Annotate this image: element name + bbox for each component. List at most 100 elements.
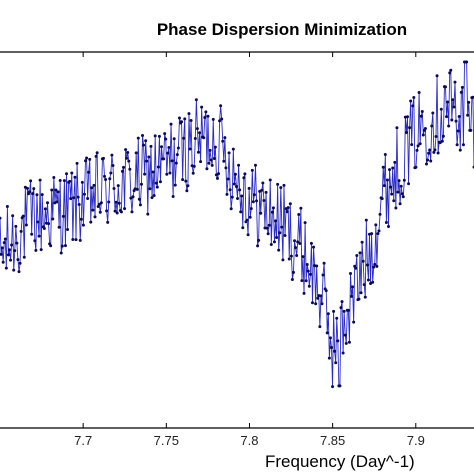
series-group (0, 60, 474, 389)
data-point (234, 185, 238, 189)
data-point (66, 227, 70, 231)
data-point (392, 199, 396, 203)
data-point (177, 116, 181, 120)
data-point (25, 186, 29, 190)
data-point (72, 196, 76, 200)
data-point (119, 210, 123, 214)
data-point (109, 171, 113, 175)
data-point (0, 216, 2, 220)
data-point (285, 210, 289, 214)
data-point (122, 165, 126, 169)
x-tick-label: 7.9 (407, 433, 425, 448)
data-point (77, 203, 81, 207)
data-point (38, 178, 42, 182)
data-point (5, 204, 9, 208)
x-tick-label: 7.7 (74, 433, 92, 448)
data-point (375, 264, 379, 268)
data-point (441, 134, 445, 138)
data-point (436, 151, 440, 155)
data-point (163, 132, 167, 136)
data-point (346, 308, 350, 312)
data-point (55, 200, 59, 204)
data-point (388, 168, 392, 172)
data-point (454, 119, 458, 123)
data-point (449, 68, 453, 72)
data-point (469, 128, 473, 132)
data-point (289, 254, 293, 258)
data-point (348, 272, 352, 276)
data-point (440, 139, 444, 143)
data-point (134, 151, 138, 155)
data-point (352, 320, 356, 324)
data-point (391, 166, 395, 170)
data-point (208, 148, 212, 152)
data-point (296, 240, 300, 244)
data-point (267, 223, 271, 227)
data-point (116, 184, 120, 188)
data-point (114, 200, 118, 204)
data-point (432, 150, 436, 154)
data-point (17, 270, 21, 274)
data-point (22, 255, 26, 259)
data-point (130, 210, 134, 214)
data-point (248, 215, 252, 219)
data-point (426, 158, 430, 162)
data-point (376, 232, 380, 236)
x-axis-label: Frequency (Day^-1) (265, 452, 415, 471)
data-point (176, 146, 180, 150)
data-point (252, 193, 256, 197)
data-point (150, 196, 154, 200)
data-point (87, 170, 91, 174)
data-point (230, 195, 234, 199)
data-point (318, 325, 322, 329)
data-point (324, 289, 328, 293)
data-point (428, 148, 432, 152)
data-point (40, 193, 44, 197)
data-point (451, 98, 455, 102)
data-point (398, 202, 402, 206)
data-point (192, 164, 196, 168)
data-point (310, 301, 314, 305)
data-point (82, 192, 86, 196)
data-point (203, 116, 207, 120)
data-point (54, 188, 58, 192)
data-point (224, 166, 228, 170)
data-point (377, 229, 381, 233)
data-point (280, 225, 284, 229)
data-point (209, 158, 213, 162)
data-point (360, 240, 364, 244)
data-point (456, 129, 460, 133)
data-point (236, 197, 240, 201)
data-point (467, 100, 471, 104)
data-point (12, 268, 16, 272)
data-point (174, 161, 178, 165)
data-point (329, 345, 333, 349)
data-point (400, 192, 404, 196)
data-point (257, 238, 261, 242)
data-point (15, 241, 19, 245)
data-point (30, 232, 34, 236)
data-point (277, 248, 281, 252)
data-point (153, 134, 157, 138)
data-point (0, 246, 4, 250)
series-line (0, 61, 474, 387)
data-point (69, 197, 73, 201)
data-point (120, 169, 124, 173)
data-point (170, 159, 174, 163)
data-point (142, 143, 146, 147)
data-point (255, 199, 259, 203)
data-point (394, 206, 398, 210)
data-point (18, 261, 22, 265)
data-point (231, 147, 235, 151)
data-point (157, 134, 161, 138)
data-point (215, 176, 219, 180)
data-point (409, 99, 413, 103)
x-tick-label: 7.75 (154, 433, 179, 448)
data-point (56, 190, 60, 194)
data-point (314, 302, 318, 306)
data-point (444, 85, 447, 89)
data-point (302, 291, 306, 295)
data-point (341, 351, 345, 355)
data-point (461, 143, 465, 147)
data-point (182, 136, 186, 140)
